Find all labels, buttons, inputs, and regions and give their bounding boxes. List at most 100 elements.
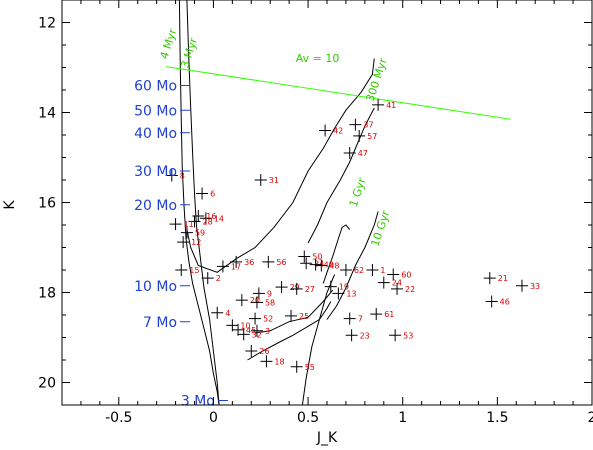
data-point-label: 1 — [380, 266, 385, 275]
data-point-label: 10 — [240, 321, 250, 330]
data-point-label: 25 — [299, 312, 309, 321]
mass-label: 60 Mo — [134, 79, 177, 95]
data-point-label: 28 — [203, 217, 213, 226]
data-point-label: 6 — [210, 190, 215, 199]
data-point: 24 — [377, 276, 402, 289]
data-point-label: 60 — [401, 271, 411, 280]
data-point: 20 — [235, 294, 260, 307]
data-point: 62 — [339, 264, 364, 276]
data-point-label: 58 — [265, 298, 275, 307]
isochrone-curves — [178, 0, 379, 406]
isochrone-curve-8 — [326, 211, 379, 320]
mass-label: 50 Mo — [134, 103, 177, 119]
data-point-label: 27 — [305, 285, 315, 294]
data-point-label: 55 — [305, 363, 315, 372]
x-tick-label: 1 — [398, 410, 407, 426]
data-point: 9 — [252, 287, 272, 300]
x-tick-label: 2 — [588, 410, 593, 426]
mass-label: 3 Mo — [181, 394, 215, 410]
y-tick-label: 20 — [38, 376, 56, 392]
data-point: 29 — [275, 281, 300, 294]
mass-label: 30 Mo — [134, 164, 177, 180]
data-point: 21 — [483, 272, 508, 285]
data-point-label: 9 — [267, 289, 272, 298]
data-point: 57 — [353, 129, 377, 142]
data-point-label: 19 — [339, 283, 349, 292]
data-point-label: 31 — [269, 176, 279, 185]
data-point-label: 53 — [403, 331, 413, 340]
data-point: 19 — [324, 280, 349, 293]
data-point: 56 — [262, 255, 287, 268]
reddening-vector-group — [166, 66, 511, 120]
data-point-label: 26 — [259, 347, 269, 356]
data-point-label: 4 — [225, 309, 230, 318]
isochrone-curve-6 — [247, 301, 332, 361]
data-point-label: 56 — [276, 258, 286, 267]
data-point: 47 — [343, 147, 368, 159]
data-point: 49 — [309, 258, 334, 271]
data-point-label: 8 — [180, 172, 185, 181]
isochrone-label: 3 Myr — [178, 36, 200, 70]
data-point-label: 34 — [314, 259, 324, 268]
data-point-label: 57 — [367, 132, 377, 141]
data-point: 61 — [370, 308, 394, 321]
data-point: 37 — [349, 118, 374, 131]
y-tick-label: 16 — [38, 196, 56, 212]
isochrone-curve-1 — [178, 0, 220, 406]
data-point-label: 15 — [189, 266, 199, 275]
x-tick-label: 0 — [209, 410, 218, 426]
data-point-label: 37 — [363, 121, 373, 130]
data-point: 34 — [300, 257, 324, 270]
data-point-label: 42 — [333, 127, 343, 136]
y-tick-label: 12 — [38, 16, 56, 32]
data-point: 8 — [165, 169, 185, 182]
data-point-label: 20 — [250, 296, 260, 305]
x-tick-label: 0.5 — [297, 410, 319, 426]
isochrone-label: 300 Myr — [364, 56, 390, 103]
data-point: 15 — [175, 264, 199, 276]
data-point: 3 — [250, 324, 270, 337]
data-point-label: 13 — [346, 289, 356, 298]
data-point-label: 29 — [290, 283, 300, 292]
isochrone-label: 1 Gyr — [347, 176, 369, 209]
data-point: 1 — [366, 264, 386, 276]
data-point: 14 — [199, 212, 224, 225]
isochrone-curve-7 — [307, 107, 375, 244]
data-point: 23 — [345, 329, 370, 342]
y-tick-label: 18 — [38, 286, 56, 302]
data-point: 41 — [372, 98, 396, 111]
data-point-label: 14 — [214, 214, 224, 223]
mass-label: 10 Mo — [134, 279, 177, 295]
data-point: 36 — [230, 255, 254, 268]
isochrone-curve-3 — [186, 58, 375, 273]
mass-label: 7 Mo — [143, 315, 177, 331]
mass-label: 40 Mo — [134, 126, 177, 142]
data-point-label: 22 — [405, 285, 415, 294]
data-point: 26 — [245, 345, 269, 357]
data-point: 48 — [315, 259, 340, 272]
data-point-label: 48 — [329, 262, 339, 271]
data-point-label: 21 — [498, 274, 508, 283]
data-point: 22 — [391, 282, 415, 295]
x-axis-title: J_K — [316, 430, 338, 446]
data-point: 28 — [188, 215, 213, 228]
data-point-label: 62 — [354, 266, 364, 275]
data-point: 25 — [285, 309, 309, 322]
data-point-label: 49 — [324, 261, 334, 270]
data-point: 50 — [298, 250, 322, 263]
data-point-label: 36 — [244, 258, 254, 267]
data-point-label: 7 — [358, 315, 363, 324]
data-point: 33 — [515, 279, 540, 292]
data-point: 46 — [485, 295, 510, 308]
data-point-label: 52 — [263, 315, 273, 324]
data-point-label: 3 — [265, 327, 270, 336]
data-point: 2 — [201, 272, 221, 285]
data-point: 27 — [290, 282, 315, 295]
data-point-label: 47 — [358, 149, 368, 158]
data-point: 55 — [290, 360, 315, 373]
data-point: 59 — [180, 226, 205, 239]
data-point: 12 — [177, 236, 201, 249]
